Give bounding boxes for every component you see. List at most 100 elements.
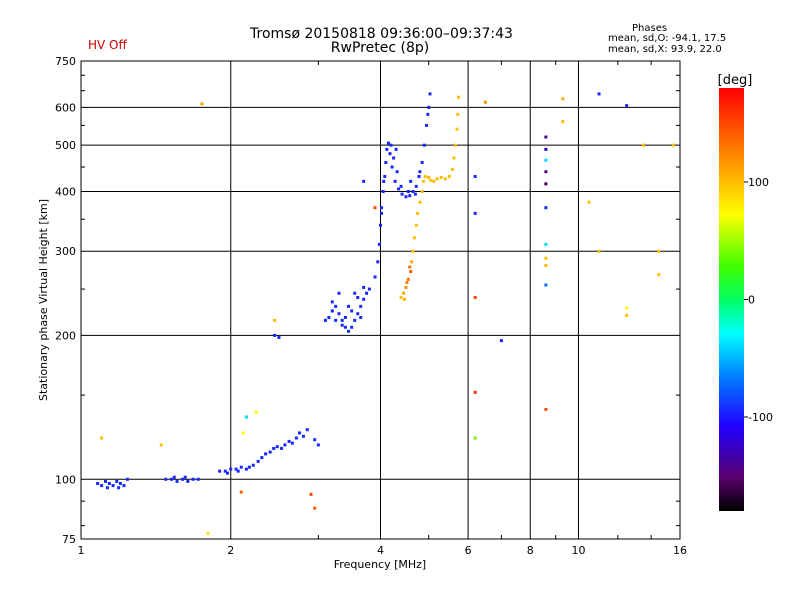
echo-point: [337, 312, 341, 316]
echo-point: [443, 177, 447, 181]
echo-point: [206, 532, 210, 536]
echo-point: [283, 443, 287, 447]
echo-point: [239, 490, 243, 494]
y-tick-label: 500: [55, 139, 76, 152]
colorbar-ticks: 100 0 -100: [744, 176, 773, 424]
echo-point: [273, 318, 277, 322]
echo-point: [425, 123, 429, 127]
grid-lines: [81, 61, 680, 539]
x-mode-phase-stats: mean, sd,X: 93.9, 22.0: [608, 44, 722, 55]
echo-point: [107, 481, 111, 485]
echo-point: [499, 339, 503, 343]
echo-point: [385, 147, 389, 151]
echo-point: [181, 477, 185, 481]
echo-point: [435, 177, 439, 181]
echo-point: [447, 174, 451, 178]
echo-point: [392, 156, 396, 160]
echo-point: [428, 92, 432, 96]
chart-subtitle: RwPretec (8p): [330, 40, 430, 56]
x-tick-label: 6: [465, 544, 472, 557]
echo-point: [641, 143, 645, 147]
echo-point: [172, 475, 176, 479]
echo-point: [397, 187, 401, 191]
echo-point: [100, 436, 104, 440]
echo-point: [373, 275, 377, 279]
echo-point: [327, 315, 331, 319]
echo-point: [473, 211, 477, 215]
echo-point: [483, 100, 487, 104]
echo-point: [330, 309, 334, 313]
y-tick-label: 200: [55, 329, 76, 342]
echo-point: [409, 270, 413, 274]
echo-point: [186, 479, 190, 483]
y-tick-label: 75: [62, 533, 76, 546]
echo-point: [196, 477, 200, 481]
x-axis-label: Frequency [MHz]: [334, 558, 426, 571]
echo-point: [417, 174, 421, 178]
echo-point: [411, 249, 415, 253]
echo-point: [241, 431, 245, 435]
echo-point: [218, 469, 222, 473]
echo-point: [422, 143, 426, 147]
echo-point: [409, 179, 413, 183]
echo-point: [362, 285, 366, 289]
echo-point: [404, 195, 408, 199]
echo-point: [294, 436, 298, 440]
echo-point: [244, 467, 248, 471]
echo-point: [175, 479, 179, 483]
chart-title: Tromsø 20150818 09:36:00–09:37:43: [250, 26, 513, 42]
echo-point: [353, 318, 357, 322]
echo-point: [268, 450, 272, 454]
echo-point: [365, 291, 369, 295]
echo-point: [597, 249, 601, 253]
echo-point: [389, 143, 393, 147]
echo-point: [125, 477, 129, 481]
echo-point: [105, 486, 109, 490]
echo-point: [408, 194, 412, 198]
echo-point: [544, 264, 548, 268]
echo-point: [290, 441, 294, 445]
axis-ticks: 1 2 4 6 8 10 16 75 100 200 300 400 500 600 750: [55, 55, 687, 557]
echo-point: [426, 112, 430, 116]
echo-point: [423, 174, 427, 178]
echo-point: [561, 97, 565, 101]
echo-point: [597, 92, 601, 96]
phases-title: Phases: [632, 23, 668, 34]
echo-point: [473, 296, 477, 300]
echo-point: [169, 477, 173, 481]
colorbar-tick-label: 100: [748, 176, 769, 189]
echo-point: [390, 165, 394, 169]
x-tick-label: 10: [571, 544, 585, 557]
echo-point: [421, 179, 425, 183]
echo-point: [410, 260, 414, 264]
echo-point: [362, 179, 366, 183]
echo-point: [380, 206, 384, 210]
y-tick-label: 400: [55, 185, 76, 198]
echo-point: [450, 167, 454, 171]
echo-point: [379, 223, 382, 227]
x-tick-label: 8: [527, 544, 534, 557]
echo-point: [244, 415, 248, 419]
echo-point: [418, 200, 422, 204]
echo-point: [164, 477, 168, 481]
x-tick-label: 2: [227, 544, 234, 557]
echo-point: [229, 467, 233, 471]
echo-point: [247, 465, 251, 469]
y-tick-label: 100: [55, 473, 76, 486]
echo-point: [273, 333, 277, 337]
y-tick-label: 600: [55, 101, 76, 114]
echo-point: [350, 309, 354, 313]
echo-point: [386, 141, 390, 145]
echo-point: [350, 325, 354, 329]
echo-point: [411, 189, 415, 193]
echo-point: [191, 477, 195, 481]
echo-point: [367, 287, 371, 291]
echo-point: [254, 410, 258, 414]
echo-point: [544, 407, 548, 411]
echo-point: [544, 256, 548, 260]
echo-point: [353, 291, 357, 295]
echo-point: [275, 445, 279, 449]
echo-point: [587, 200, 591, 204]
